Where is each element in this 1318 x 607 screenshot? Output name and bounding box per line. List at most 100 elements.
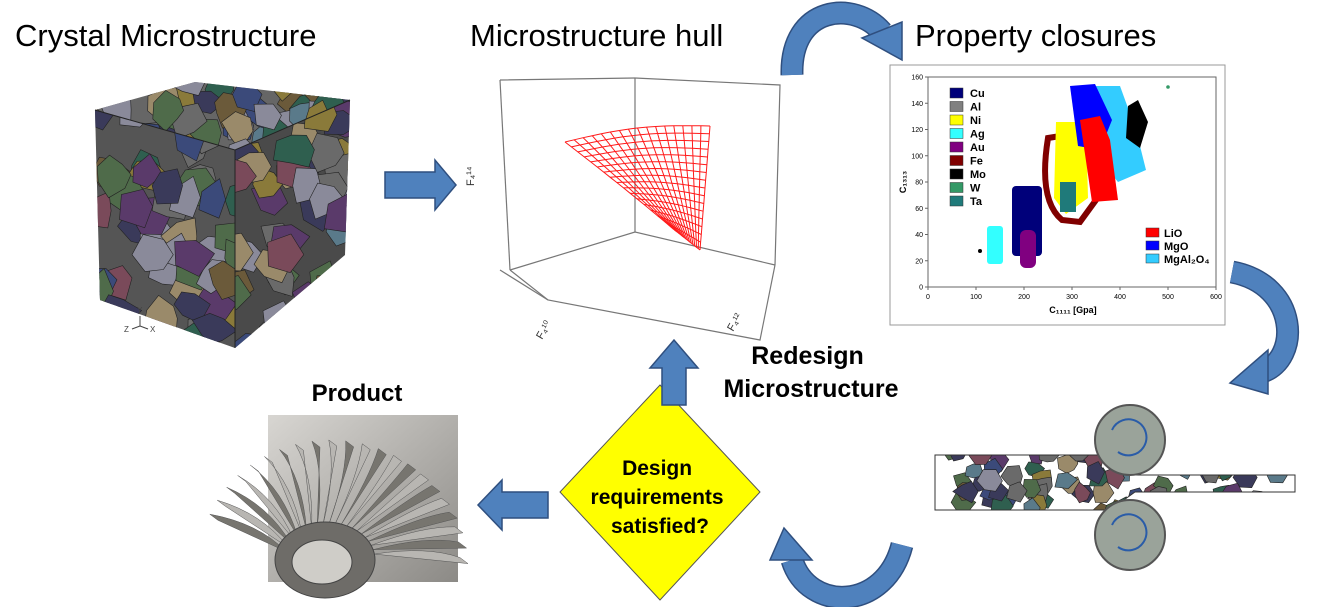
legend-label: MgO <box>1164 241 1189 253</box>
grain <box>273 134 315 168</box>
closures-title: Property closures <box>915 18 1156 53</box>
mesh-line <box>697 125 702 249</box>
label-line: Microstructure <box>723 375 898 403</box>
grain <box>214 222 235 255</box>
label-line: Design <box>622 457 692 480</box>
blade <box>226 486 291 544</box>
arrow-left <box>476 478 549 532</box>
axis-label: F₄¹⁰ <box>534 318 554 341</box>
closures-chart: 0 100 200 300 400 500 600 0 20 40 60 80 100 120 140 160… <box>911 75 1222 302</box>
legend-swatch <box>1145 227 1160 238</box>
grain <box>272 305 311 348</box>
curved-arrows <box>768 1 1300 607</box>
legend-label: MgAl₂O₄ <box>1164 254 1210 266</box>
grain <box>126 82 166 94</box>
legend-label: Fe <box>970 156 983 168</box>
grain <box>198 178 226 219</box>
mesh-line <box>646 126 689 241</box>
grain <box>948 455 968 462</box>
legend-label: Ni <box>970 115 981 127</box>
blade <box>237 475 294 540</box>
y-tick-label: 100 <box>911 153 923 160</box>
crystal-title: Crystal Microstructure <box>15 18 316 53</box>
grain <box>191 312 235 345</box>
grain <box>95 110 119 131</box>
mesh-line <box>657 215 702 235</box>
grain <box>1068 455 1090 462</box>
legend-swatch <box>949 128 964 139</box>
legend-label: Mo <box>970 169 986 181</box>
blade <box>322 439 338 526</box>
x-tick-label: 300 <box>1066 294 1078 301</box>
cube-image <box>94 82 351 348</box>
grain <box>314 274 350 315</box>
grain <box>1074 481 1091 504</box>
legend-label: LiO <box>1164 228 1183 240</box>
legend-swatch <box>949 195 964 207</box>
axis-label: F₄¹² <box>725 311 745 333</box>
hull-mesh <box>564 125 711 251</box>
legend-swatch <box>949 141 964 153</box>
blade <box>264 456 302 533</box>
crystal-axes: Y Z X <box>124 306 156 334</box>
mesh-line <box>673 125 694 245</box>
legend-swatch <box>949 87 964 99</box>
y-tick-label: 140 <box>911 101 923 108</box>
blade <box>334 443 371 526</box>
grain <box>323 192 350 233</box>
blade <box>217 499 289 548</box>
mesh-line <box>699 125 711 251</box>
hull-box <box>499 77 781 341</box>
mesh-line <box>630 192 704 204</box>
grain <box>224 238 235 273</box>
blade <box>340 448 387 527</box>
blade <box>279 449 307 531</box>
grain <box>95 312 105 348</box>
blade <box>250 464 298 536</box>
axis-label: F₄¹⁴ <box>465 166 477 186</box>
blade <box>368 511 458 542</box>
mesh-line <box>664 221 701 243</box>
grain <box>293 301 336 337</box>
grain <box>235 157 257 195</box>
grain <box>152 336 180 348</box>
grain <box>174 240 215 277</box>
grain <box>968 455 993 466</box>
y-tick-label: 60 <box>915 206 923 213</box>
label-line: Redesign <box>751 342 864 370</box>
grain <box>119 188 154 229</box>
grain <box>1057 455 1079 474</box>
legend-swatch <box>949 182 964 193</box>
grain <box>152 90 184 132</box>
mesh-line <box>682 125 696 246</box>
mesh-line <box>643 203 703 220</box>
mesh-line <box>671 227 701 251</box>
blade <box>374 550 469 564</box>
hull-title: Microstructure hull <box>470 18 723 53</box>
legend-swatch <box>1145 253 1160 264</box>
product-image <box>209 415 469 599</box>
mesh-line <box>623 187 705 197</box>
grain <box>95 312 128 348</box>
legend-label: Ta <box>970 196 983 208</box>
axis-label: X <box>150 325 156 334</box>
legend-swatch <box>949 114 964 126</box>
arrow-up <box>648 338 700 406</box>
grain <box>118 336 157 348</box>
grain <box>267 233 305 274</box>
grain <box>308 329 338 348</box>
grain <box>330 322 350 348</box>
grain <box>131 234 174 272</box>
grain <box>95 82 110 103</box>
blade <box>364 498 451 538</box>
grain <box>169 82 208 96</box>
grain <box>253 103 282 131</box>
grain <box>208 260 235 300</box>
legend-swatch <box>949 168 964 180</box>
grain <box>95 302 120 344</box>
legend-swatch <box>949 155 964 166</box>
grain <box>318 324 350 348</box>
grain <box>304 296 331 334</box>
y-tick-label: 20 <box>915 258 923 265</box>
